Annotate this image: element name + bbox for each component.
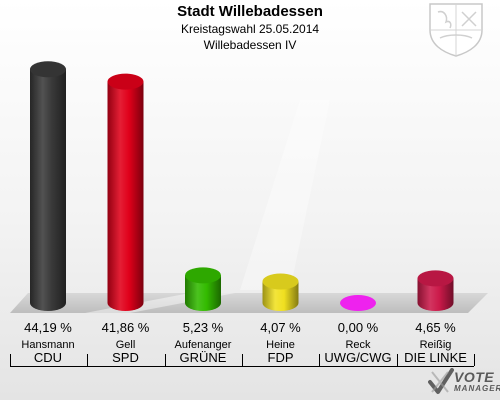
- coat-of-arms-icon: [429, 3, 483, 57]
- category-separator: [10, 354, 11, 366]
- bar-gell: [107, 73, 144, 311]
- vote-manager-logo-subtext: MANAGER: [454, 384, 500, 393]
- chart-wall-shine: [240, 100, 330, 290]
- candidate-label-hansmann: Hansmann: [21, 339, 75, 351]
- category-separator: [319, 354, 321, 366]
- candidate-label-gell: Gell: [115, 339, 136, 351]
- party-label-hansmann: CDU: [33, 350, 63, 365]
- party-label-reck: UWG/CWG: [324, 350, 392, 365]
- candidate-label-aufenanger: Aufenanger: [174, 339, 232, 351]
- category-separator: [396, 354, 398, 366]
- candidate-label-reck: Reck: [345, 339, 371, 351]
- district-subtitle: Willebadessen IV: [203, 38, 297, 52]
- party-label-rei-ig: DIE LINKE: [404, 350, 467, 365]
- vote-manager-logo-text: VOTE: [454, 369, 495, 385]
- chart-floor: [10, 293, 488, 313]
- party-label-aufenanger: GRÜNE: [179, 350, 227, 365]
- value-label-rei-ig: 4,65 %: [415, 320, 456, 335]
- candidate-label-heine: Heine: [266, 339, 295, 351]
- bar-reck: [340, 295, 376, 311]
- party-label-heine: FDP: [267, 350, 294, 365]
- category-separator: [241, 354, 243, 366]
- category-separator: [473, 354, 475, 366]
- bar-rei-ig: [417, 270, 454, 311]
- value-label-aufenanger: 5,23 %: [182, 320, 224, 335]
- bar-hansmann: [30, 61, 66, 311]
- election-subtitle: Kreistagswahl 25.05.2014: [180, 22, 320, 36]
- vote-manager-check-icon: [428, 368, 454, 394]
- party-label-gell: SPD: [112, 350, 139, 365]
- value-label-gell: 41,86 %: [101, 320, 150, 335]
- value-label-heine: 4,07 %: [260, 320, 301, 335]
- bar-heine: [262, 273, 299, 311]
- chart-title: Stadt Willebadessen: [177, 3, 323, 20]
- value-label-reck: 0,00 %: [337, 320, 379, 335]
- candidate-label-rei-ig: Reißig: [419, 339, 452, 351]
- category-separator: [164, 354, 166, 366]
- category-separator: [87, 354, 89, 366]
- value-label-hansmann: 44,19 %: [24, 320, 72, 335]
- bar-aufenanger: [185, 267, 221, 311]
- axis-baseline: [10, 366, 474, 367]
